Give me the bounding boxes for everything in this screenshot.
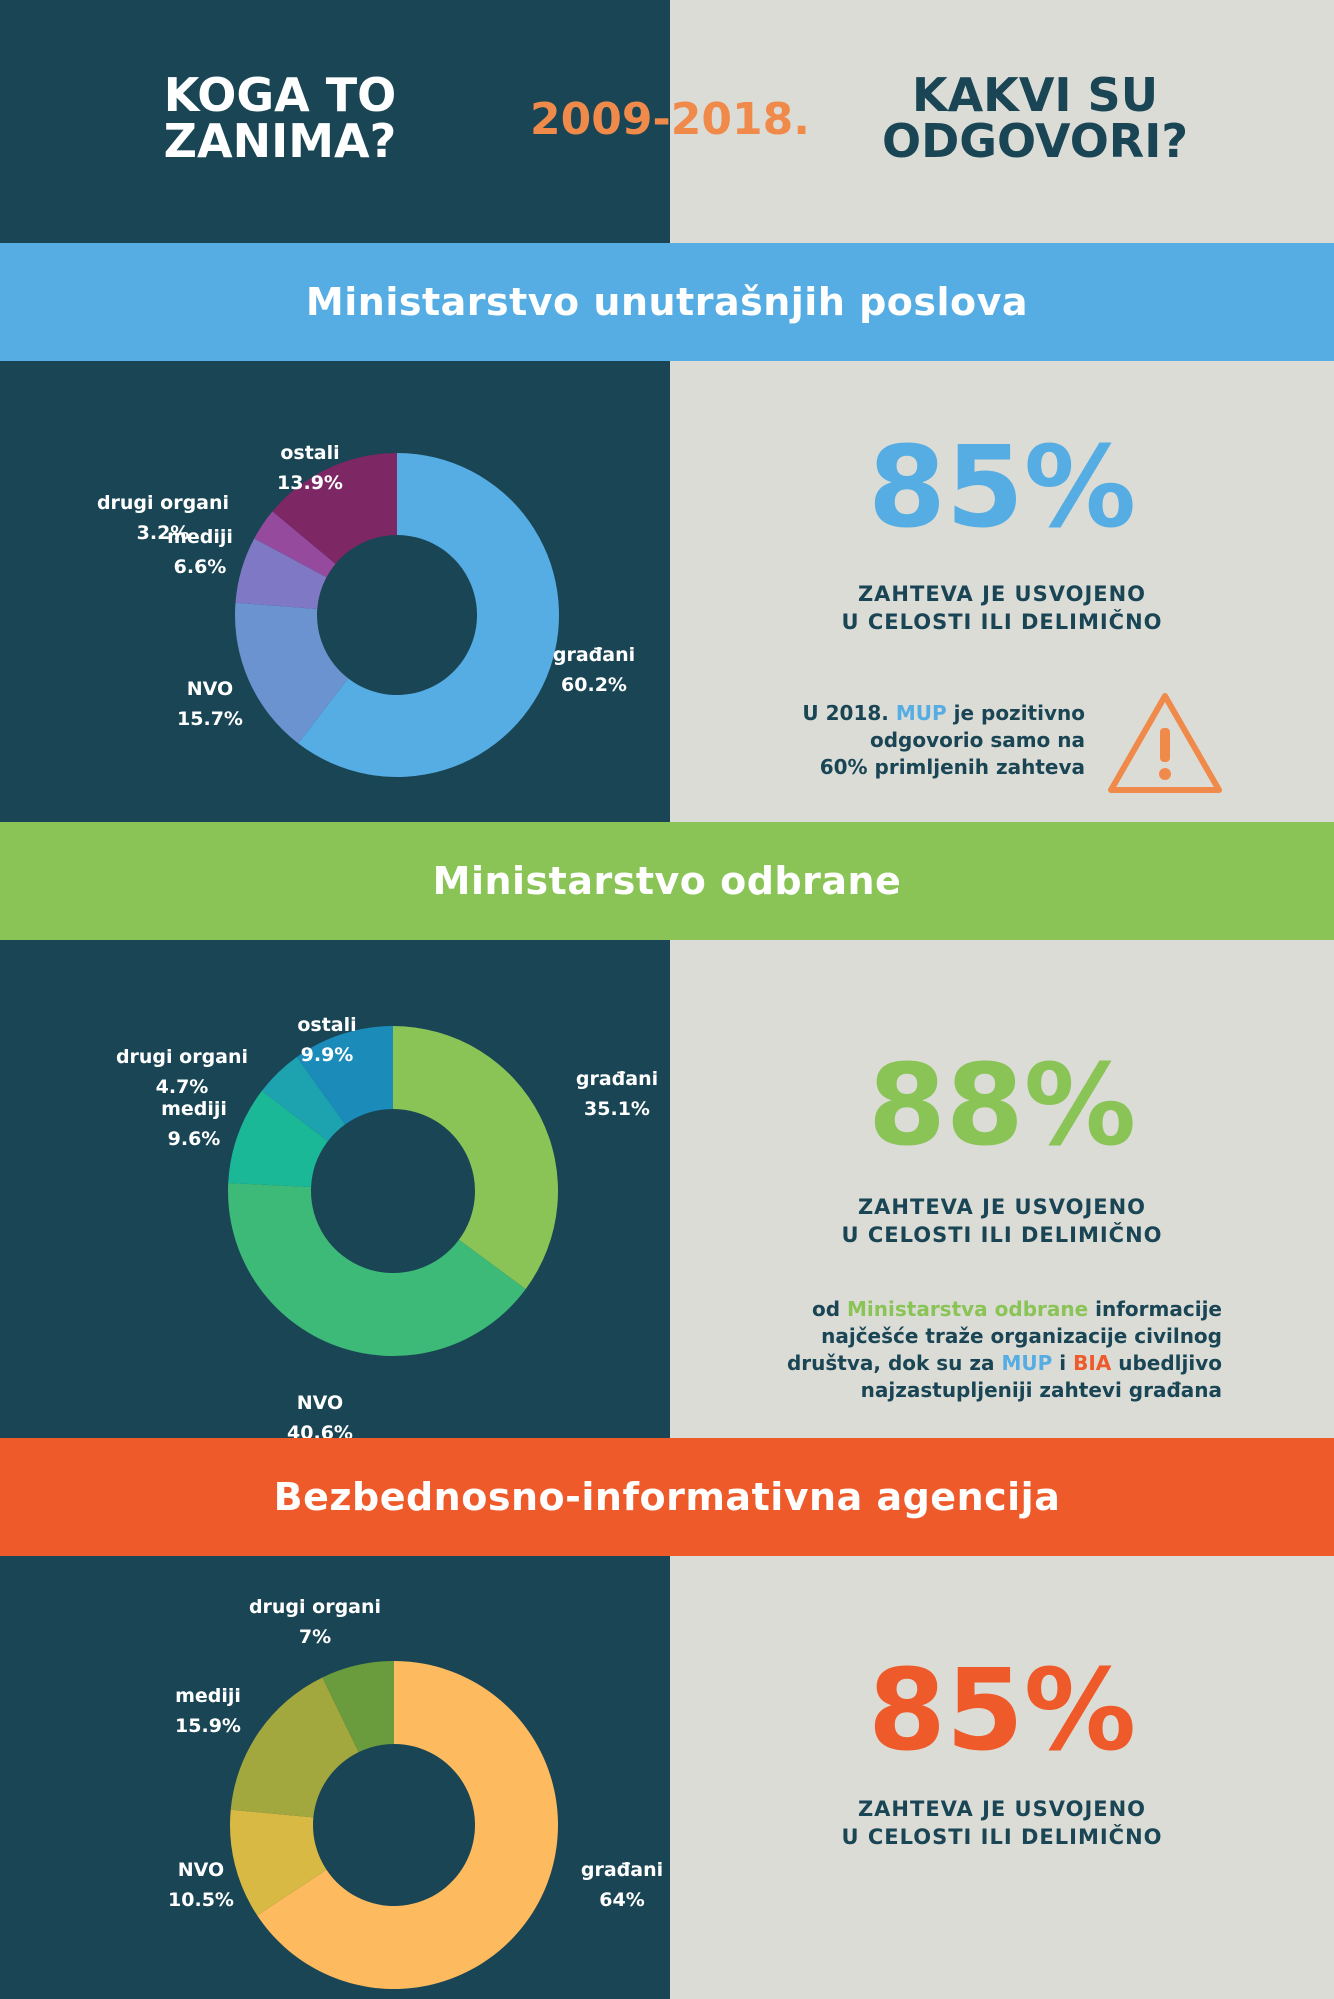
donut-chart-bia: građani 64% NVO 10.5% mediji 15.9% drugi organ… (168, 1596, 663, 1989)
note-mup-line1: U 2018. MUP je pozitivno (700, 700, 1085, 727)
slice-value-1-2: 15.7% (177, 708, 243, 730)
note-mo-line3: društva, dok su za MUP i BIA ubedljivo (700, 1350, 1222, 1377)
subtitle-bia-line2: U CELOSTI ILI DELIMIČNO (841, 1825, 1163, 1849)
percent-bia: 85% (867, 1646, 1137, 1776)
note-mo-line3-mid: i (1052, 1351, 1074, 1375)
slice-label-1-3: mediji (167, 526, 233, 548)
answer-panel-bia (670, 1556, 1334, 1999)
slice-value-2-2: 40.6% (287, 1422, 353, 1438)
slice-value-3-3: 15.9% (175, 1715, 241, 1737)
slice-label-2-3: mediji (161, 1098, 227, 1120)
slice-value-2-5: 9.9% (301, 1044, 354, 1066)
header-right-line1: KAKVI SU (911, 68, 1159, 122)
header-right-panel (670, 0, 1334, 243)
note-mo-highlight: Ministarstva odbrane (847, 1297, 1089, 1321)
note-mo-line4: najzastupljeniji zahtevi građana (860, 1378, 1222, 1402)
slice-3-2 (230, 1809, 327, 1916)
slice-label-2-5: ostali (297, 1014, 356, 1036)
slice-2-5 (296, 1026, 393, 1125)
header-left-line1: KOGA TO (163, 68, 397, 122)
slice-label-3-4: drugi organi (249, 1596, 381, 1618)
subtitle-bia: ZAHTEVA JE USVOJENO U CELOSTI ILI DELIMI… (670, 1795, 1334, 1851)
slice-label-3-2: NVO (178, 1859, 224, 1881)
header-right-title: KAKVI SU ODGOVORI? (820, 72, 1250, 164)
slice-label-2-4: drugi organi (116, 1046, 248, 1068)
slice-label-3-3: mediji (175, 1685, 241, 1707)
slice-label-1-5: ostali (280, 442, 339, 464)
note-mup-line1-pre: U 2018. (802, 701, 896, 725)
header-right-line2: ODGOVORI? (881, 114, 1189, 168)
donut-chart-mup: građani 60.2% NVO 15.7% mediji 6.6% drugi orga… (97, 442, 635, 777)
chart-panel-mo (0, 940, 670, 1438)
percent-mup: 85% (867, 423, 1137, 553)
slice-2-4 (261, 1056, 346, 1142)
subtitle-bia-line1: ZAHTEVA JE USVOJENO (857, 1797, 1147, 1821)
slice-3-4 (322, 1661, 394, 1753)
subtitle-mo-line1: ZAHTEVA JE USVOJENO (857, 1195, 1147, 1219)
note-mo-line1-pre: od (811, 1297, 847, 1321)
slice-3-3 (230, 1677, 359, 1818)
percent-mo: 88% (867, 1041, 1137, 1171)
note-mo-line1: od Ministarstva odbrane informacije (700, 1296, 1222, 1323)
header-left-title: KOGA TO ZANIMA? (90, 72, 470, 164)
slice-2-3 (228, 1090, 328, 1188)
slice-label-1-4: drugi organi (97, 492, 229, 514)
section-title-bia: Bezbednosno-informativna agencija (273, 1475, 1061, 1519)
note-mup: U 2018. MUP je pozitivno odgovorio samo … (700, 700, 1085, 781)
slice-value-3-4: 7% (299, 1626, 331, 1648)
slice-value-1-4: 3.2% (137, 522, 190, 544)
section-band-mup: Ministarstvo unutrašnjih poslova (0, 243, 1334, 361)
note-mo-line1-post: informacije (1088, 1297, 1222, 1321)
slice-value-1-5: 13.9% (277, 472, 343, 494)
slice-3-1 (257, 1661, 558, 1989)
section-title-mo: Ministarstvo odbrane (432, 859, 902, 903)
slice-2-2 (227, 1182, 526, 1356)
slice-label-2-2: NVO (297, 1392, 343, 1414)
note-mo-highlight-bia: BIA (1073, 1351, 1112, 1375)
header-years: 2009-2018. (530, 94, 810, 145)
section-band-mo: Ministarstvo odbrane (0, 822, 1334, 940)
slice-value-1-1: 60.2% (561, 674, 627, 696)
donut-chart-mo: građani 35.1% NVO 40.6% mediji 9.6% drugi orga… (116, 1014, 658, 1438)
slice-1-3 (235, 538, 327, 609)
subtitle-mo-line2: U CELOSTI ILI DELIMIČNO (841, 1223, 1163, 1247)
slice-value-3-2: 10.5% (168, 1889, 234, 1911)
slice-1-2 (234, 602, 349, 744)
slice-value-2-4: 4.7% (156, 1076, 209, 1098)
note-mup-highlight: MUP (895, 701, 947, 725)
subtitle-mo: ZAHTEVA JE USVOJENO U CELOSTI ILI DELIMI… (670, 1193, 1334, 1249)
slice-label-1-2: NVO (187, 678, 233, 700)
slice-value-3-1: 64% (599, 1889, 644, 1911)
slice-label-3-1: građani (581, 1859, 663, 1881)
note-mo-line3-pre: društva, dok su za (786, 1351, 1002, 1375)
slice-value-2-3: 9.6% (168, 1128, 221, 1150)
slice-label-2-1: građani (576, 1068, 658, 1090)
slice-label-1-1: građani (553, 644, 635, 666)
header-left-panel (0, 0, 670, 243)
note-mo: od Ministarstva odbrane informacije najč… (700, 1296, 1222, 1404)
slice-1-1 (298, 453, 559, 777)
slice-2-1 (393, 1026, 558, 1290)
subtitle-mup-line1: ZAHTEVA JE USVOJENO (857, 582, 1147, 606)
header-left-line2: ZANIMA? (163, 114, 397, 168)
slice-1-4 (254, 511, 336, 578)
slice-value-2-1: 35.1% (584, 1098, 650, 1120)
warning-icon (1108, 693, 1222, 793)
subtitle-mup: ZAHTEVA JE USVOJENO U CELOSTI ILI DELIMI… (670, 580, 1334, 636)
note-mup-line3: 60% primljenih zahteva (819, 755, 1085, 779)
note-mup-line1-post: je pozitivno (946, 701, 1085, 725)
subtitle-mup-line2: U CELOSTI ILI DELIMIČNO (841, 610, 1163, 634)
answer-panel-mup (670, 361, 1334, 822)
note-mo-line2: najčešće traže organizacije civilnog (821, 1324, 1222, 1348)
answer-panel-mo (670, 940, 1334, 1438)
section-band-bia: Bezbednosno-informativna agencija (0, 1438, 1334, 1556)
section-title-mup: Ministarstvo unutrašnjih poslova (305, 280, 1029, 324)
note-mo-line3-post: ubedljivo (1111, 1351, 1222, 1375)
note-mo-highlight-mup: MUP (1001, 1351, 1053, 1375)
slice-1-5 (272, 453, 397, 564)
slice-value-1-3: 6.6% (174, 556, 227, 578)
note-mup-line2: odgovorio samo na (870, 728, 1085, 752)
